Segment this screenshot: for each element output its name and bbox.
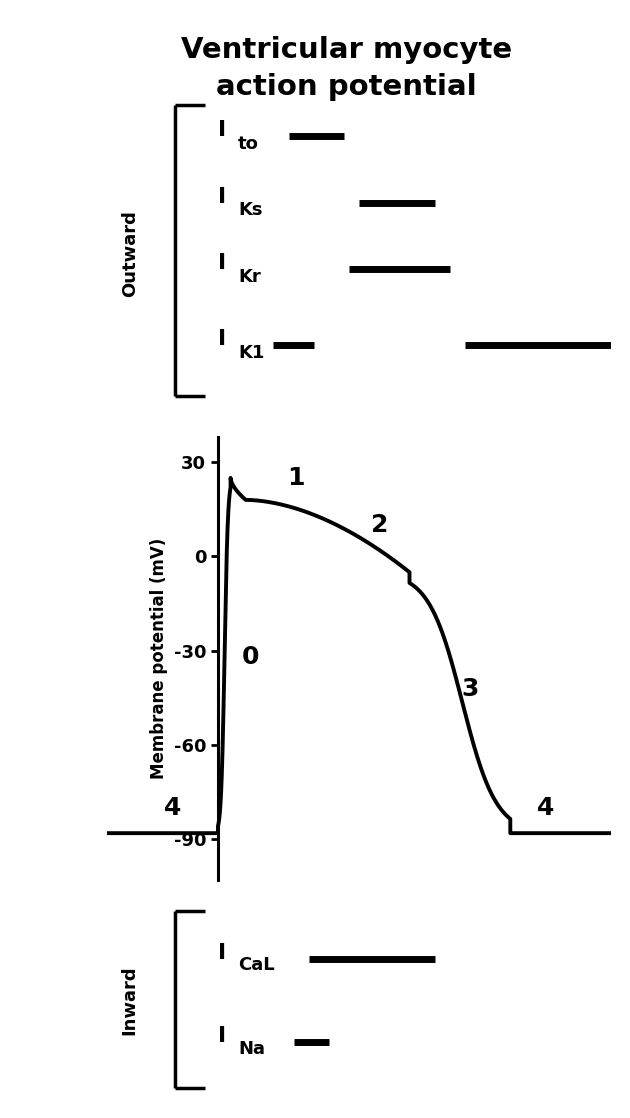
Text: 4: 4	[537, 796, 554, 819]
Text: 0: 0	[242, 645, 260, 669]
Text: Ks: Ks	[238, 201, 263, 219]
Text: Kr: Kr	[238, 268, 261, 286]
Text: CaL: CaL	[238, 956, 275, 974]
Text: Na: Na	[238, 1040, 265, 1058]
Text: to: to	[238, 135, 259, 153]
Text: I: I	[218, 253, 226, 273]
Text: 3: 3	[461, 676, 479, 701]
Text: 1: 1	[287, 466, 305, 490]
Text: I: I	[218, 187, 226, 207]
Text: action potential: action potential	[216, 73, 477, 101]
Text: I: I	[218, 329, 226, 349]
Text: Inward: Inward	[121, 966, 139, 1035]
Text: I: I	[218, 1026, 226, 1046]
Text: 2: 2	[370, 513, 388, 537]
Text: I: I	[218, 121, 226, 140]
Text: 4: 4	[164, 796, 181, 819]
Text: I: I	[218, 942, 226, 963]
Y-axis label: Membrane potential (mV): Membrane potential (mV)	[150, 538, 168, 779]
Text: Ventricular myocyte: Ventricular myocyte	[181, 36, 512, 64]
Text: Outward: Outward	[121, 210, 139, 296]
Text: K1: K1	[238, 344, 265, 362]
